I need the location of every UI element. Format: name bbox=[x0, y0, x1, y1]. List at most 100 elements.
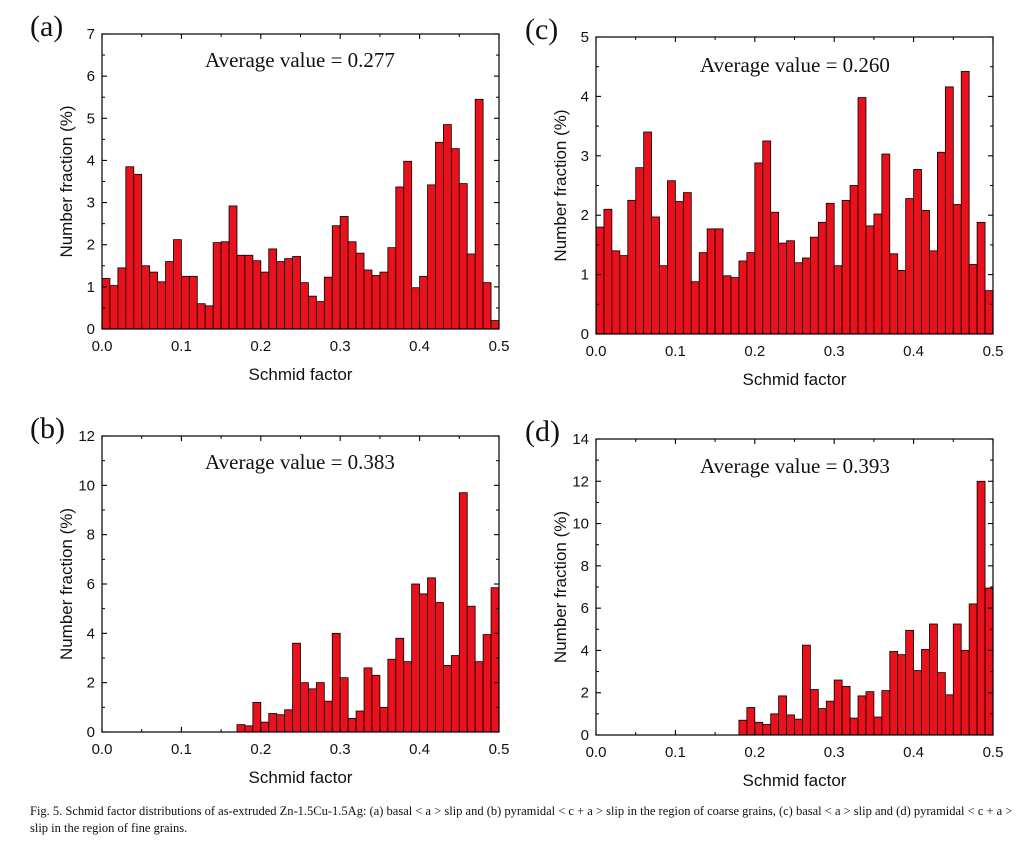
x-tick-label: 0.1 bbox=[171, 741, 192, 758]
y-tick-label: 2 bbox=[87, 237, 95, 254]
y-tick-label: 3 bbox=[581, 148, 589, 165]
x-tick-label: 0.0 bbox=[586, 744, 607, 761]
bar bbox=[889, 253, 899, 335]
bar bbox=[236, 724, 246, 733]
bar bbox=[619, 255, 629, 335]
bar bbox=[419, 593, 428, 733]
x-tick-label: 0.2 bbox=[250, 338, 271, 355]
y-tick-label: 1 bbox=[581, 267, 589, 284]
x-tick-label: 0.4 bbox=[903, 744, 924, 761]
bar bbox=[101, 278, 111, 330]
bar bbox=[260, 721, 270, 733]
y-tick-label: 0 bbox=[87, 724, 95, 741]
bar bbox=[276, 261, 286, 330]
y-axis-label: Number fraction (%) bbox=[57, 105, 76, 257]
bar bbox=[490, 587, 500, 733]
chart-panel: 0.0 0.1 0.2 0.3 0.4 0.5 0 2 4 6 8 10 12 14 Schmid fact… bbox=[525, 415, 1003, 790]
bar bbox=[284, 709, 293, 733]
bar bbox=[778, 242, 787, 335]
bar bbox=[276, 714, 286, 733]
bar bbox=[770, 713, 780, 736]
x-tick-label: 0.3 bbox=[330, 741, 351, 758]
bar bbox=[474, 661, 484, 733]
bar bbox=[443, 665, 452, 733]
bar bbox=[149, 271, 158, 330]
average-value-annotation: Average value = 0.383 bbox=[205, 450, 395, 474]
bar bbox=[411, 287, 421, 330]
bar bbox=[881, 690, 891, 736]
y-tick-label: 1 bbox=[87, 279, 95, 296]
bar bbox=[157, 281, 166, 330]
x-tick-label: 0.0 bbox=[586, 343, 607, 360]
bar bbox=[395, 186, 405, 330]
bar bbox=[825, 700, 835, 736]
x-tick-label: 0.4 bbox=[409, 741, 430, 758]
bar bbox=[738, 719, 748, 736]
bar bbox=[300, 282, 309, 330]
x-axis-label: Schmid factor bbox=[743, 370, 847, 389]
bar bbox=[371, 275, 381, 330]
x-tick-label: 0.5 bbox=[489, 338, 510, 355]
bar bbox=[762, 140, 772, 335]
bar bbox=[212, 242, 222, 330]
bar bbox=[300, 682, 309, 733]
bar bbox=[849, 717, 859, 736]
y-tick-label: 3 bbox=[87, 195, 95, 212]
x-tick-label: 0.4 bbox=[409, 338, 430, 355]
bar bbox=[466, 605, 476, 733]
bar bbox=[331, 632, 341, 733]
bar bbox=[109, 285, 119, 330]
bar bbox=[474, 98, 484, 330]
bar bbox=[960, 650, 970, 736]
bar bbox=[627, 199, 637, 335]
bar bbox=[667, 180, 676, 335]
bar bbox=[315, 301, 325, 330]
bar bbox=[308, 688, 317, 733]
bar bbox=[968, 264, 978, 335]
y-tick-label: 6 bbox=[87, 576, 95, 593]
bar bbox=[635, 167, 645, 335]
y-axis-label: Number fraction (%) bbox=[57, 508, 76, 660]
bar bbox=[284, 258, 293, 330]
y-tick-label: 8 bbox=[581, 558, 589, 575]
bar bbox=[809, 689, 819, 736]
x-tick-label: 0.2 bbox=[744, 343, 765, 360]
bar bbox=[427, 184, 436, 330]
bar bbox=[252, 260, 262, 330]
y-axis-label: Number fraction (%) bbox=[551, 511, 570, 663]
bar bbox=[411, 583, 421, 733]
y-tick-label: 4 bbox=[87, 625, 95, 642]
bar bbox=[435, 602, 444, 733]
bar bbox=[976, 480, 986, 736]
y-tick-label: 4 bbox=[581, 88, 589, 105]
bar bbox=[913, 670, 922, 736]
bar bbox=[268, 248, 278, 330]
bar bbox=[778, 695, 787, 736]
bar bbox=[984, 290, 994, 335]
bar bbox=[347, 241, 357, 330]
x-tick-label: 0.3 bbox=[330, 338, 351, 355]
bar bbox=[204, 305, 214, 330]
x-tick-label: 0.1 bbox=[665, 343, 686, 360]
bar bbox=[323, 276, 333, 330]
bar bbox=[355, 252, 365, 330]
x-tick-label: 0.0 bbox=[92, 741, 113, 758]
x-tick-label: 0.4 bbox=[903, 343, 924, 360]
x-tick-label: 0.1 bbox=[665, 744, 686, 761]
bar bbox=[643, 131, 652, 335]
bar bbox=[482, 634, 492, 733]
bar bbox=[244, 254, 254, 330]
y-tick-label: 0 bbox=[581, 326, 589, 343]
bar bbox=[690, 281, 700, 335]
bar bbox=[905, 629, 914, 736]
bar bbox=[857, 97, 867, 335]
bar bbox=[873, 716, 883, 736]
bar bbox=[857, 695, 867, 736]
bar bbox=[873, 213, 883, 335]
bar bbox=[220, 241, 230, 330]
bar bbox=[458, 183, 468, 330]
bar bbox=[268, 713, 278, 733]
y-tick-label: 0 bbox=[87, 321, 95, 338]
bar bbox=[403, 160, 413, 330]
